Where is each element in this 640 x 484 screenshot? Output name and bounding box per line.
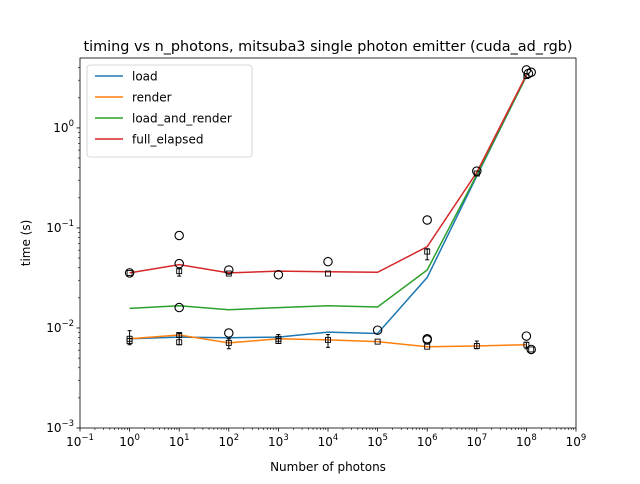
box-marker: [523, 341, 530, 348]
box-marker: [473, 170, 480, 177]
series-layer: [129, 74, 528, 348]
legend-label-full_elapsed: full_elapsed: [132, 133, 203, 147]
outlier-marker: [526, 344, 536, 355]
outlier-marker: [224, 328, 234, 338]
box-marker: [325, 336, 331, 343]
box-marker: [225, 339, 232, 346]
box-marker: [528, 346, 535, 353]
box-marker: [374, 338, 381, 345]
chart-title: timing vs n_photons, mitsuba3 single pho…: [84, 39, 573, 55]
legend-label-render: render: [132, 91, 172, 105]
x-tick-label: 102: [218, 433, 239, 449]
outlier-marker: [174, 302, 184, 313]
box-marker: [176, 332, 183, 338]
box-marker: [275, 338, 282, 345]
box-marker: [176, 339, 183, 346]
box-marker: [126, 269, 133, 276]
outlier-marker: [372, 325, 383, 335]
legend-label-load_and_render: load_and_render: [132, 112, 232, 126]
outlier-marker: [124, 268, 135, 278]
outlier-marker: [472, 166, 482, 176]
x-tick-label: 100: [119, 433, 140, 449]
x-tick-label: 104: [318, 433, 339, 449]
x-tick-label: 105: [367, 433, 388, 449]
outlier-marker: [422, 335, 432, 345]
series-line-full_elapsed: [129, 74, 528, 274]
legend-frame: [86, 64, 253, 158]
outlier-marker: [422, 215, 432, 225]
y-tick-label: 10−2: [46, 319, 74, 335]
x-axis: 10−1 100 101 102 103 104 105 106 107 108 109: [66, 428, 586, 449]
outlier-marker: [526, 67, 536, 78]
x-tick-label: 103: [268, 433, 289, 449]
outlier-marker: [174, 230, 184, 241]
series-line-load_and_render: [129, 75, 528, 311]
box-marker: [126, 338, 133, 345]
legend: load render load_and_render full_elapsed: [86, 64, 253, 158]
outlier-marker: [323, 256, 333, 267]
y-tick-label: 10−1: [46, 219, 74, 235]
x-tick-label: 107: [466, 433, 487, 449]
box-marker: [325, 270, 331, 277]
outlier-marker: [521, 331, 532, 341]
x-axis-label: Number of photons: [270, 460, 386, 474]
x-tick-label: 101: [169, 433, 190, 449]
outlier-marker: [273, 270, 284, 280]
y-tick-label: 10−3: [46, 419, 74, 435]
x-tick-label: 109: [566, 433, 587, 449]
y-axis-label: time (s): [19, 220, 33, 267]
x-tick-label: 108: [516, 433, 537, 449]
box-marker: [176, 268, 183, 275]
y-axis: 10−3 10−2 10−1 100: [46, 67, 80, 435]
outlier-marker: [174, 258, 184, 269]
x-tick-label: 10−1: [66, 433, 94, 449]
y-tick-label: 100: [53, 119, 74, 135]
outlier-marker: [224, 265, 234, 275]
x-tick-label: 106: [417, 433, 438, 449]
box-marker: [473, 343, 480, 349]
marker-layer: [124, 65, 536, 355]
box-marker: [424, 248, 431, 255]
legend-label-load: load: [132, 70, 158, 84]
